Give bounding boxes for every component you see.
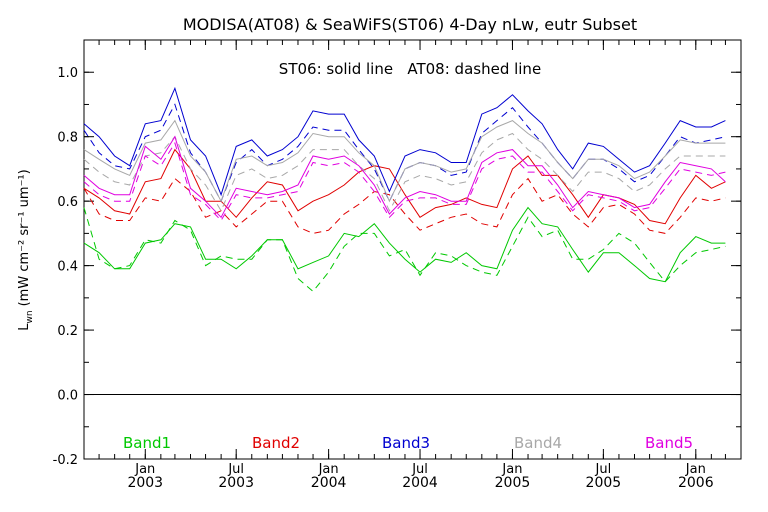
series-line-band2-dashed [83,177,726,234]
y-axis-label: Lwn (mW cm⁻² sr⁻¹ um⁻¹) [17,169,35,330]
x-tick-label-year: 2006 [678,475,714,491]
x-tick-label-year: 2004 [402,475,438,491]
plot-frame [83,39,742,460]
legend-label-band3: Band3 [382,434,430,452]
y-tick-label: 1.0 [57,66,78,81]
x-tick-label-month: Jul [595,462,612,477]
y-tick-label: 0.8 [57,131,78,146]
x-tick-label-year: 2005 [495,475,531,491]
y-axis-label-units: (mW cm⁻² sr⁻¹ um⁻¹) [17,169,32,306]
series-line-band4-solid [83,119,726,203]
x-tick-label-month: Jan [318,462,339,477]
legend-label-band5: Band5 [645,434,693,452]
y-tick-label: 0.2 [57,324,78,339]
series-line-band3-solid [83,86,726,197]
x-tick-label-month: Jan [501,462,522,477]
legend-label-band1: Band1 [123,434,171,452]
x-tick-label-month: Jan [685,462,706,477]
series-line-band1-dashed [83,207,726,293]
x-tick-label-year: 2004 [311,475,347,491]
y-tick-label: -0.2 [53,453,78,468]
x-tick-label-year: 2003 [127,475,163,491]
svg-text:Lwn(mW cm⁻² sr⁻¹ um⁻¹): Lwn (mW cm⁻² sr⁻¹ um⁻¹) [17,169,35,330]
legend-label-band4: Band4 [514,434,562,452]
x-tick-label-year: 2003 [218,475,254,491]
plot-area: -0.20.00.20.40.60.81.0Jan2003Jul2003Jan2… [53,39,742,491]
series-line-band5-dashed [83,141,726,222]
legend-label-band2: Band2 [252,434,300,452]
x-tick-label-month: Jan [134,462,155,477]
y-tick-label: 0.0 [57,389,78,404]
line-style-annotation: ST06: solid line AT08: dashed line [279,60,541,78]
y-tick-label: 0.4 [57,260,78,275]
x-tick-label-year: 2005 [586,475,622,491]
series-line-band4-dashed [83,132,726,212]
series-line-band5-solid [83,135,726,219]
x-tick-label-month: Jul [227,462,244,477]
y-tick-label: 0.6 [57,195,78,210]
y-axis-label-main: L [17,323,32,331]
y-axis-label-subscript: wn [25,310,35,323]
series-line-band1-solid [83,206,726,283]
series-line-band3-dashed [83,103,726,203]
chart-title: MODISA(AT08) & SeaWiFS(ST06) 4-Day nLw, … [183,15,637,34]
x-tick-label-month: Jul [411,462,428,477]
